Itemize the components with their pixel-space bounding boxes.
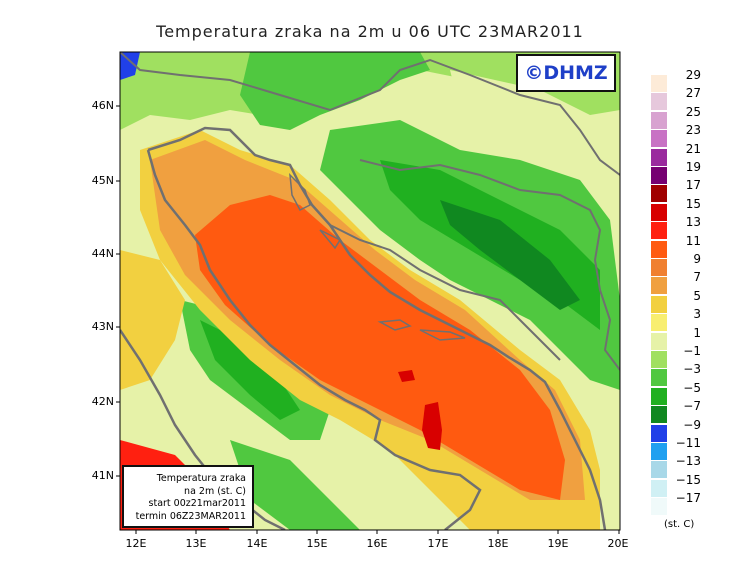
x-tick-label: 20E (607, 537, 629, 550)
field-coldest-core (440, 200, 580, 310)
field-cold-north (120, 52, 620, 130)
info-line: Temperatura zraka (156, 473, 246, 484)
legend-label: −7 (683, 399, 701, 414)
coastline-italy-west (120, 329, 286, 530)
y-tick-label: 46N (91, 99, 114, 112)
legend-label: −5 (683, 380, 701, 395)
legend-label: 21 (685, 141, 701, 156)
x-tick-label: 18E (487, 537, 509, 550)
info-line: na 2m (st. C) (184, 485, 246, 497)
legend-swatch (651, 498, 667, 516)
border-bosnia-south (329, 224, 561, 361)
y-tick-label: 43N (91, 320, 114, 333)
y-tick-label: 41N (91, 469, 114, 482)
legend-label: 7 (693, 270, 701, 285)
coastline-east-adriatic (147, 126, 607, 530)
legend-label: 3 (693, 307, 701, 322)
legend-swatch (651, 295, 667, 313)
x-tick-label: 19E (547, 537, 569, 550)
legend-label: 11 (685, 233, 701, 248)
y-tick-label: 45N (91, 174, 114, 187)
x-tick-label: 13E (185, 537, 207, 550)
legend-label: −17 (675, 491, 701, 506)
info-line: termin 06Z23MAR2011 (135, 510, 246, 522)
legend-label: 19 (685, 160, 701, 174)
axis-ticks (116, 105, 620, 534)
legend-swatch (651, 185, 667, 203)
legend-label: 29 (685, 68, 701, 82)
legend-label: 5 (693, 288, 701, 303)
legend-swatch (651, 406, 667, 424)
legend-swatch (651, 111, 667, 129)
field-cold-alps (240, 52, 430, 130)
legend-swatch (651, 222, 667, 240)
legend-label: −1 (683, 344, 701, 358)
x-tick-label: 17E (427, 537, 449, 550)
map-title: Temperatura zraka na 2m u 06 UTC 23MAR20… (156, 22, 584, 41)
field-hot-spot-center (398, 370, 415, 382)
legend-swatch (651, 387, 667, 405)
field-hot-spot-south (422, 402, 442, 450)
info-box: Temperatura zraka na 2m (st. C) start 00… (122, 465, 254, 528)
legend-swatch (651, 461, 667, 479)
field-very-cold (120, 52, 140, 80)
legend-swatch (651, 424, 667, 442)
legend-swatch (651, 167, 667, 184)
island-korcula (419, 329, 466, 341)
field-cold-apennines-core (200, 320, 300, 420)
field-cold-south-italy (230, 440, 360, 530)
x-tick-label: 12E (125, 537, 147, 550)
legend-swatch (651, 75, 667, 92)
legend-label: 27 (685, 86, 701, 101)
legend-label: 23 (685, 123, 701, 138)
y-tick-label: 44N (91, 247, 114, 260)
island-krk (289, 172, 311, 211)
legend-swatch (651, 314, 667, 332)
island-pag (319, 229, 342, 250)
border-north (120, 52, 620, 176)
legend-swatch (651, 148, 667, 166)
legend-label: 1 (693, 325, 701, 340)
legend-label: 25 (685, 104, 701, 119)
coastline-italy-east (146, 149, 482, 530)
legend-label: 13 (685, 215, 701, 230)
legend-label: −3 (683, 362, 701, 377)
x-tick-label: 15E (306, 537, 328, 550)
y-tick-label: 42N (91, 395, 114, 408)
legend-label: 15 (685, 196, 701, 211)
dhmz-logo: ©DHMZ (516, 54, 616, 92)
legend-swatch (651, 369, 667, 387)
island-brac (377, 319, 412, 331)
legend-swatch (651, 130, 667, 148)
info-line: start 00z21mar2011 (148, 498, 246, 509)
legend-swatch (651, 332, 667, 350)
map-frame (119, 51, 621, 531)
legend-swatch (651, 240, 667, 258)
legend-swatch (651, 93, 667, 111)
legend-label: −11 (675, 436, 701, 450)
legend-swatch (651, 203, 667, 221)
legend-swatch (651, 443, 667, 460)
legend-label: 17 (685, 178, 701, 193)
legend-swatch (651, 351, 667, 368)
legend-label: −15 (675, 472, 701, 487)
legend-label: −9 (683, 417, 701, 432)
legend-unit: (st. C) (664, 519, 695, 530)
legend-swatch (651, 479, 667, 497)
field-mild-northeast (450, 70, 620, 200)
x-tick-label: 14E (246, 537, 268, 550)
legend-label: −13 (675, 454, 701, 469)
legend-swatch (651, 277, 667, 295)
x-tick-label: 16E (366, 537, 388, 550)
border-bosnia-north (359, 159, 620, 371)
legend-swatch (651, 259, 667, 276)
field-warmest-adriatic (195, 195, 565, 500)
legend-label: 9 (693, 252, 701, 266)
